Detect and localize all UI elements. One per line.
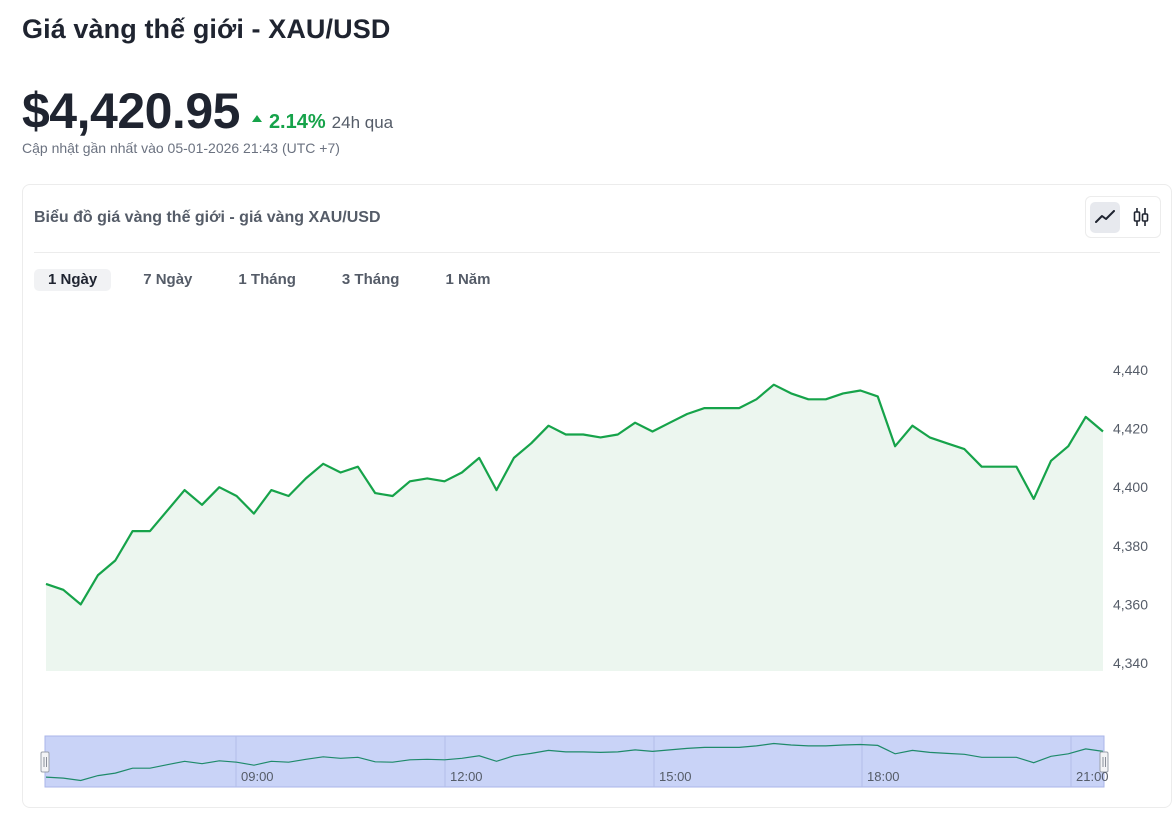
navigator-selection[interactable] bbox=[44, 735, 1105, 788]
price-row: $4,420.95 2.14% 24h qua bbox=[22, 82, 393, 140]
y-tick-label: 4,340 bbox=[1113, 655, 1148, 671]
navigator-tick-label: 09:00 bbox=[241, 769, 274, 784]
card-divider bbox=[34, 252, 1160, 253]
navigator-left-handle[interactable] bbox=[40, 751, 50, 773]
last-updated: Cập nhật gần nhất vào 05-01-2026 21:43 (… bbox=[22, 140, 340, 156]
page-title: Giá vàng thế giới - XAU/USD bbox=[22, 14, 391, 44]
range-tabs: 1 Ngày 7 Ngày 1 Tháng 3 Tháng 1 Năm bbox=[34, 269, 522, 291]
tab-7-days[interactable]: 7 Ngày bbox=[143, 271, 193, 288]
candlestick-icon bbox=[1133, 208, 1149, 226]
up-arrow-icon bbox=[251, 115, 262, 122]
tab-1-month[interactable]: 1 Tháng bbox=[238, 271, 296, 288]
y-tick-label: 4,380 bbox=[1113, 538, 1148, 554]
tab-1-day[interactable]: 1 Ngày bbox=[34, 269, 112, 291]
navigator-line bbox=[45, 742, 1104, 782]
line-chart-button[interactable] bbox=[1090, 201, 1120, 233]
navigator-tick-label: 12:00 bbox=[450, 769, 483, 784]
price-line bbox=[45, 383, 1104, 606]
chart-type-toggle bbox=[1085, 196, 1161, 238]
y-tick-label: 4,440 bbox=[1113, 362, 1148, 378]
change-percent: 2.14% bbox=[268, 111, 326, 133]
current-price: $4,420.95 bbox=[22, 83, 240, 139]
price-area bbox=[46, 384, 1103, 671]
tab-3-months[interactable]: 3 Tháng bbox=[341, 271, 400, 288]
change-period-label: 24h qua bbox=[331, 113, 394, 132]
tab-1-year[interactable]: 1 Năm bbox=[445, 271, 491, 288]
y-tick-label: 4,360 bbox=[1113, 596, 1148, 612]
y-tick-label: 4,400 bbox=[1113, 479, 1148, 495]
navigator-tick-label: 21:00 bbox=[1076, 769, 1109, 784]
y-tick-label: 4,420 bbox=[1113, 421, 1148, 437]
range-navigator[interactable]: 09:00 12:00 15:00 18:00 21:00 bbox=[40, 735, 1109, 788]
navigator-tick-label: 15:00 bbox=[659, 769, 692, 784]
line-chart-icon bbox=[1095, 210, 1115, 223]
chart-card-title: Biểu đồ giá vàng thế giới - giá vàng XAU… bbox=[34, 209, 381, 226]
navigator-right-handle[interactable] bbox=[1099, 751, 1109, 773]
candlestick-button[interactable] bbox=[1126, 202, 1156, 233]
navigator-tick-label: 18:00 bbox=[867, 769, 900, 784]
